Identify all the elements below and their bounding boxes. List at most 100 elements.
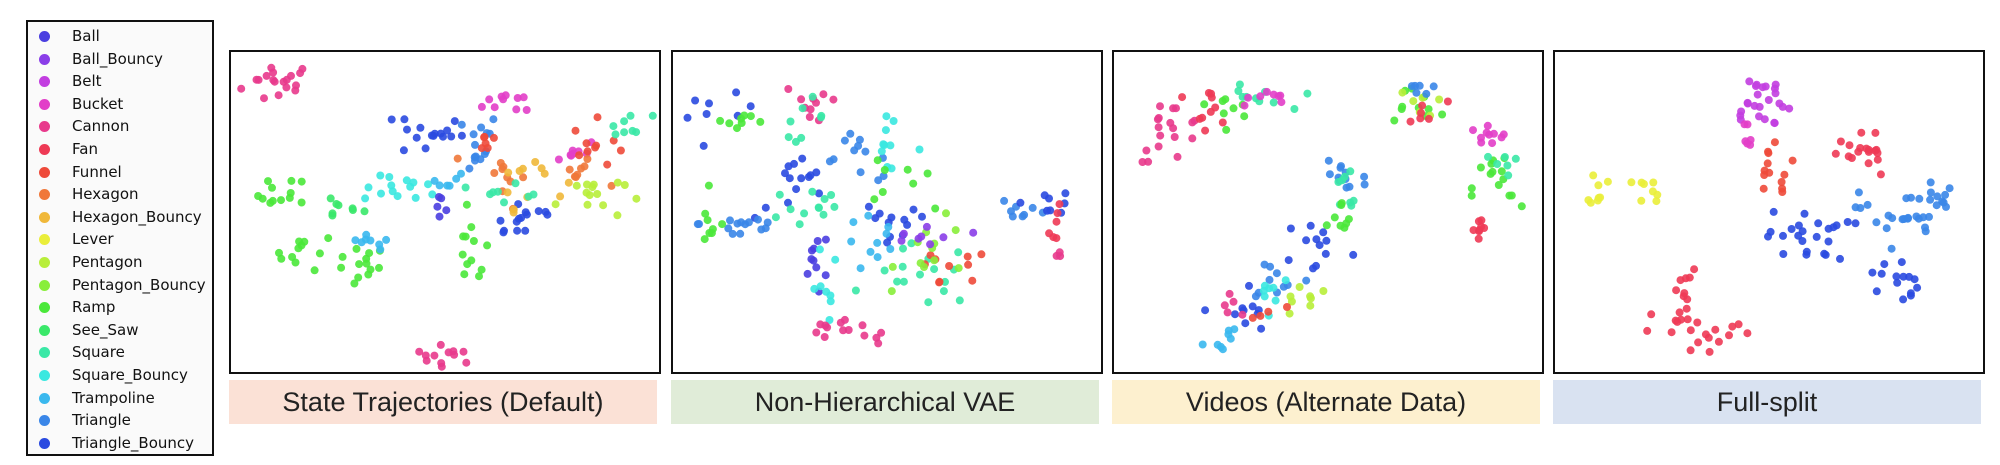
scatter-point: [1905, 272, 1914, 281]
scatter-point: [1794, 221, 1803, 230]
scatter-point: [820, 333, 829, 341]
scatter-point: [1234, 87, 1243, 95]
scatter-point: [1213, 340, 1222, 349]
scatter-point: [699, 141, 708, 150]
scatter-point: [480, 133, 489, 142]
scatter-point: [886, 245, 895, 253]
scatter-point: [1322, 221, 1331, 230]
scatter-point: [277, 196, 285, 205]
scatter-point: [354, 273, 363, 282]
scatter-point: [252, 75, 261, 84]
scatter-point: [475, 272, 483, 281]
scatter-point: [963, 252, 972, 261]
scatter-point: [269, 76, 278, 85]
scatter-point: [1627, 178, 1636, 187]
scatter-point: [483, 144, 492, 152]
scatter-point: [1832, 221, 1841, 230]
scatter-point: [784, 162, 793, 171]
scatter-point: [583, 147, 592, 156]
scatter-point: [1802, 250, 1811, 259]
scatter-point: [1279, 282, 1288, 291]
scatter-point: [424, 180, 432, 189]
scatter-point: [1872, 218, 1881, 227]
scatter-point: [1788, 156, 1797, 165]
scatter-point: [1482, 128, 1491, 137]
legend-marker: [39, 302, 50, 314]
scatter-point: [1306, 292, 1315, 301]
scatter-point: [1836, 254, 1844, 263]
scatter-point: [1390, 116, 1399, 125]
scatter-point: [1647, 310, 1656, 319]
scatter-point: [1745, 77, 1754, 86]
scatter-point: [798, 154, 807, 163]
scatter-point: [260, 94, 268, 103]
scatter-point: [1771, 80, 1780, 89]
scatter-point: [1277, 98, 1286, 107]
legend-item: Pentagon_Bouncy: [28, 275, 214, 297]
scatter-point: [884, 223, 893, 231]
scatter-point: [1504, 171, 1513, 180]
scatter-point: [916, 270, 924, 279]
legend-label: Funnel: [72, 162, 122, 181]
scatter-point: [1926, 188, 1935, 197]
scatter-point: [840, 315, 849, 324]
legend-marker: [39, 31, 50, 42]
scatter-point: [964, 260, 973, 269]
scatter-point: [499, 162, 508, 171]
scatter-point: [387, 115, 396, 124]
scatter-point: [376, 171, 385, 180]
scatter-point: [888, 262, 897, 271]
scatter-point: [1939, 198, 1948, 207]
scatter-point: [791, 137, 800, 146]
scatter-point: [775, 190, 784, 199]
scatter-point: [365, 249, 374, 258]
scatter-point: [691, 96, 700, 105]
scatter-point: [582, 188, 591, 197]
scatter-point: [486, 190, 494, 199]
scatter-point: [583, 155, 592, 163]
legend-label: Ramp: [72, 298, 116, 317]
scatter-plot-frame: [1553, 50, 1985, 374]
scatter-point: [571, 126, 580, 135]
scatter-point: [825, 316, 834, 324]
scatter-point: [1418, 101, 1427, 110]
scatter-point: [556, 192, 565, 201]
scatter-point: [1303, 89, 1312, 98]
scatter-point: [328, 211, 337, 220]
scatter-point: [1843, 218, 1852, 226]
scatter-point: [477, 123, 486, 132]
scatter-point: [1945, 184, 1954, 193]
scatter-point: [583, 180, 591, 189]
scatter-point: [1338, 176, 1347, 185]
legend-marker: [39, 437, 50, 449]
scatter-point: [274, 91, 283, 100]
scatter-point: [1138, 158, 1147, 166]
scatter-point: [387, 181, 396, 190]
scatter-point: [814, 203, 823, 212]
scatter-point: [806, 105, 815, 114]
scatter-point: [1224, 326, 1233, 335]
scatter-point: [1398, 88, 1407, 97]
scatter-point: [1269, 283, 1278, 292]
legend-marker: [39, 370, 50, 381]
scatter-point: [1680, 289, 1689, 298]
scatter-point: [1682, 304, 1691, 313]
scatter-point: [1256, 92, 1265, 101]
scatter-point: [784, 198, 792, 207]
scatter-point: [823, 323, 832, 332]
scatter-point: [926, 240, 935, 249]
scatter-point: [632, 194, 641, 203]
scatter-point: [930, 265, 939, 274]
scatter-point: [1269, 98, 1278, 107]
scatter-point: [1925, 212, 1933, 221]
scatter-point: [1225, 289, 1234, 298]
scatter-point: [1142, 146, 1151, 155]
scatter-point: [1507, 191, 1516, 200]
scatter-point: [871, 214, 880, 223]
scatter-point: [461, 183, 470, 192]
scatter-point: [402, 176, 411, 185]
scatter-point: [705, 99, 713, 108]
legend-label: Bucket: [72, 94, 124, 113]
scatter-point: [819, 210, 828, 219]
scatter-point: [1888, 214, 1897, 223]
